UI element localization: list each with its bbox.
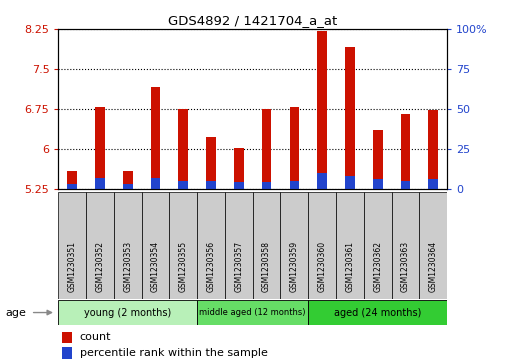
Bar (308, 192, 336, 299)
Bar (225, 192, 253, 299)
Bar (178, 109, 188, 189)
Bar (428, 179, 438, 189)
Text: GDS4892 / 1421704_a_at: GDS4892 / 1421704_a_at (168, 15, 337, 28)
Bar (290, 107, 299, 189)
Bar (336, 192, 364, 299)
Text: middle aged (12 months): middle aged (12 months) (200, 308, 306, 317)
Text: GSM1230357: GSM1230357 (234, 241, 243, 292)
Bar (62, 332, 72, 343)
Bar (123, 184, 133, 189)
Bar (151, 178, 161, 189)
Bar (151, 86, 161, 189)
Text: aged (24 months): aged (24 months) (334, 307, 421, 318)
Text: GSM1230355: GSM1230355 (179, 241, 188, 292)
Text: GSM1230358: GSM1230358 (262, 241, 271, 291)
Bar (345, 176, 355, 189)
Text: GSM1230364: GSM1230364 (429, 241, 438, 292)
Bar (58, 300, 197, 325)
Bar (318, 30, 327, 189)
Bar (290, 181, 299, 189)
Text: age: age (5, 307, 26, 318)
Bar (206, 181, 216, 189)
Bar (262, 109, 271, 189)
Bar (373, 130, 383, 189)
Bar (170, 192, 197, 299)
Text: GSM1230360: GSM1230360 (318, 241, 327, 292)
Text: GSM1230351: GSM1230351 (68, 241, 77, 291)
Text: percentile rank within the sample: percentile rank within the sample (80, 348, 268, 358)
Bar (142, 192, 170, 299)
Bar (95, 107, 105, 189)
Text: count: count (80, 333, 111, 343)
Bar (123, 171, 133, 189)
Bar (197, 300, 308, 325)
Bar (95, 178, 105, 189)
Text: young (2 months): young (2 months) (84, 307, 171, 318)
Text: GSM1230354: GSM1230354 (151, 241, 160, 292)
Bar (308, 300, 447, 325)
Bar (318, 173, 327, 189)
Text: GSM1230362: GSM1230362 (373, 241, 382, 291)
Bar (345, 46, 355, 189)
Bar (68, 184, 77, 189)
Bar (400, 114, 410, 189)
Bar (178, 181, 188, 189)
Bar (114, 192, 142, 299)
Text: GSM1230363: GSM1230363 (401, 241, 410, 292)
Bar (253, 192, 280, 299)
Text: GSM1230361: GSM1230361 (345, 241, 355, 291)
Text: GSM1230353: GSM1230353 (123, 241, 132, 292)
Bar (197, 192, 225, 299)
Bar (234, 148, 244, 189)
Bar (428, 110, 438, 189)
Bar (62, 347, 72, 359)
Bar (58, 192, 86, 299)
Bar (392, 192, 419, 299)
Bar (373, 179, 383, 189)
Text: GSM1230352: GSM1230352 (96, 241, 105, 291)
Bar (419, 192, 447, 299)
Bar (400, 181, 410, 189)
Bar (234, 182, 244, 189)
Bar (68, 171, 77, 189)
Bar (280, 192, 308, 299)
Bar (262, 182, 271, 189)
Text: GSM1230359: GSM1230359 (290, 241, 299, 292)
Bar (86, 192, 114, 299)
Bar (364, 192, 392, 299)
Text: GSM1230356: GSM1230356 (207, 241, 215, 292)
Bar (206, 137, 216, 189)
